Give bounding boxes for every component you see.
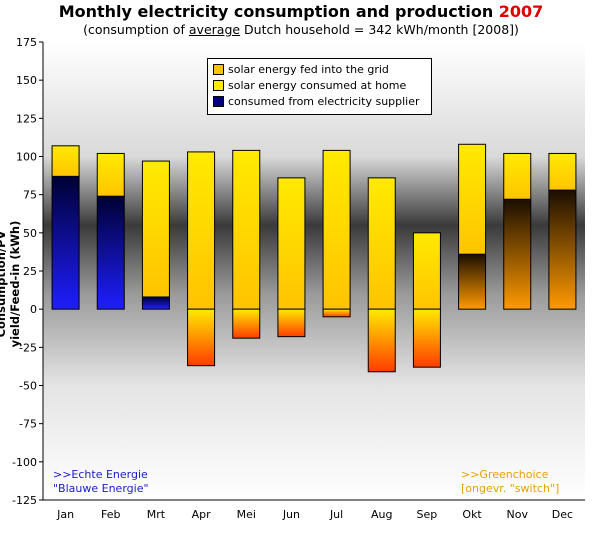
- bar-home-okt: [458, 143, 487, 255]
- subtitle-underlined: average: [188, 22, 241, 37]
- y-tick-label: 0: [30, 303, 37, 316]
- legend: solar energy fed into the grid solar ene…: [207, 58, 432, 115]
- legend-label-fed-into-grid: solar energy fed into the grid: [228, 62, 389, 76]
- chart-subtitle: (consumption of average Dutch household …: [0, 22, 602, 37]
- y-axis: -125 -100 -75 -50 -25 0 25 50 75 100 125 150 175: [12, 36, 585, 507]
- legend-item-consumed-at-home: solar energy consumed at home: [213, 78, 406, 92]
- y-tick-label: 25: [23, 265, 37, 278]
- chart-title-text: Monthly electricity consumption and prod…: [58, 2, 499, 21]
- note-greenchoice: >>Greenchoice [ongevr. "switch"]: [461, 468, 559, 496]
- bar-home-mrt: [141, 160, 170, 298]
- legend-label-from-supplier: consumed from electricity supplier: [228, 94, 420, 108]
- bar-feedin-sep: [412, 308, 441, 368]
- bar-feedin-apr: [187, 308, 216, 367]
- y-tick-label: 75: [23, 189, 37, 202]
- bar-supplier-jan: [51, 175, 80, 310]
- bar-feedin-jul: [322, 308, 351, 318]
- bar-feedin-jun: [277, 308, 306, 338]
- y-tick-label: -100: [12, 456, 37, 469]
- legend-swatch-fed-into-grid: [213, 63, 224, 75]
- bars: [51, 143, 577, 373]
- bar-supplier-feb: [96, 195, 125, 310]
- chart-title-year: 2007: [498, 2, 544, 21]
- chart-title: Monthly electricity consumption and prod…: [0, 2, 602, 21]
- y-tick-label: 175: [16, 36, 37, 49]
- y-tick-label: 150: [16, 74, 37, 87]
- x-tick-label-sep: Sep: [417, 508, 438, 521]
- y-tick-label: 100: [16, 151, 37, 164]
- bar-home-feb: [96, 152, 125, 197]
- note-echte-energie: >>Echte Energie "Blauwe Energie": [53, 468, 149, 496]
- bar-supplier-dec: [548, 189, 577, 310]
- bar-feedin-aug: [367, 308, 396, 373]
- x-tick-label-mei: Mei: [237, 508, 256, 521]
- x-axis-labels: Jan Feb Mrt Apr Mei Jun Jul Aug Sep Okt Nov Dec: [56, 508, 573, 521]
- x-tick-label-feb: Feb: [101, 508, 120, 521]
- bar-home-dec: [548, 152, 577, 191]
- legend-item-fed-into-grid: solar energy fed into the grid: [213, 62, 389, 76]
- x-tick-label-mrt: Mrt: [147, 508, 166, 521]
- x-tick-label-jul: Jul: [329, 508, 343, 521]
- x-tick-label-nov: Nov: [507, 508, 529, 521]
- bar-supplier-mrt: [141, 296, 170, 310]
- plot-background: [43, 42, 585, 500]
- bar-feedin-mei: [232, 308, 261, 339]
- subtitle-pre: (consumption of: [83, 22, 189, 37]
- legend-item-from-supplier: consumed from electricity supplier: [213, 94, 420, 108]
- x-tick-label-aug: Aug: [371, 508, 392, 521]
- x-tick-label-jun: Jun: [282, 508, 300, 521]
- bar-home-jun: [277, 177, 306, 310]
- bar-supplier-okt: [458, 253, 487, 310]
- note-right-line1: >>Greenchoice: [461, 468, 549, 481]
- y-tick-label: -25: [19, 341, 37, 354]
- bar-home-nov: [503, 152, 532, 200]
- bar-home-mei: [232, 149, 261, 310]
- note-left-line2: "Blauwe Energie": [53, 482, 149, 495]
- x-tick-label-apr: Apr: [192, 508, 212, 521]
- bar-home-jan: [51, 145, 80, 177]
- legend-swatch-consumed-at-home: [213, 79, 224, 91]
- y-axis-label: Consumption/PV yield/Feed-in (kWh): [0, 220, 22, 348]
- bar-home-aug: [367, 177, 396, 310]
- y-tick-label: -75: [19, 418, 37, 431]
- legend-label-consumed-at-home: solar energy consumed at home: [228, 78, 407, 92]
- bar-home-jul: [322, 149, 351, 310]
- note-right-line2: [ongevr. "switch"]: [461, 482, 560, 495]
- bar-home-sep: [412, 232, 441, 310]
- legend-swatch-from-supplier: [213, 95, 224, 107]
- y-tick-label: 50: [23, 227, 37, 240]
- subtitle-post: Dutch household = 342 kWh/month [2008]): [240, 22, 519, 37]
- bar-supplier-nov: [503, 198, 532, 310]
- x-tick-label-jan: Jan: [56, 508, 74, 521]
- note-left-line1: >>Echte Energie: [53, 468, 148, 481]
- y-tick-label: -125: [12, 494, 37, 507]
- x-tick-label-dec: Dec: [552, 508, 573, 521]
- x-tick-label-okt: Okt: [462, 508, 482, 521]
- y-tick-label: 125: [16, 112, 37, 125]
- y-tick-label: -50: [19, 380, 37, 393]
- bar-home-apr: [187, 151, 216, 310]
